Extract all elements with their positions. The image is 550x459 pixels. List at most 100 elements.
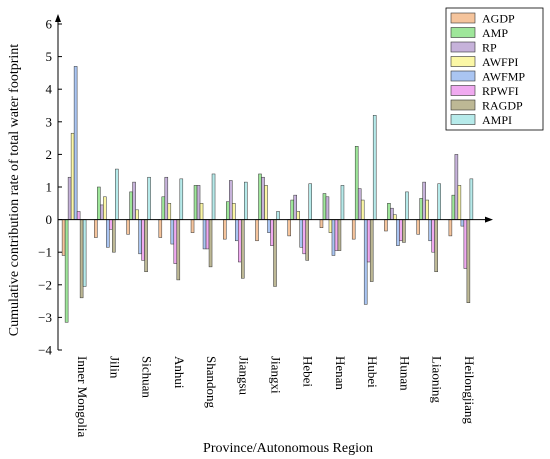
bar-awfmp [460, 219, 465, 227]
bar-awfpi [360, 199, 365, 220]
bar-awfpi [167, 203, 172, 220]
bar-group-anhui [158, 176, 184, 281]
legend-label: AMP [482, 26, 508, 40]
bar-amp [419, 198, 423, 220]
legend-swatch [450, 56, 476, 67]
x-axis-title: Province/Autonomous Region [203, 441, 373, 456]
bar-awfmp [138, 219, 142, 255]
bar-rpwfi [238, 219, 242, 263]
bar-agdp [158, 219, 163, 238]
bar-ampi [244, 181, 248, 220]
y-tick-label: 3 [46, 114, 53, 129]
bar-awfpi [135, 209, 139, 220]
y-tick-label: −2 [38, 277, 52, 292]
bar-group-heilongjiang [448, 154, 474, 303]
bar-ragdp [466, 219, 471, 303]
bar-agdp [126, 219, 130, 235]
bar-amp [193, 185, 198, 220]
bar-awfmp [170, 219, 175, 245]
legend-item-awfpi: AWFPI [450, 55, 518, 69]
y-tick-label: 2 [46, 147, 53, 162]
bar-awfmp [363, 219, 368, 305]
bar-awfpi [199, 203, 204, 220]
legend-label: AWFPI [482, 55, 518, 69]
y-axis-title: Cumulative contribution rate of total wa… [7, 44, 22, 336]
bar-rpwfi [270, 219, 274, 246]
legend-swatch [450, 27, 476, 38]
y-tick-label: −4 [38, 343, 52, 358]
bar-agdp [384, 219, 388, 232]
bar-awfmp [396, 219, 400, 246]
bar-agdp [448, 219, 453, 237]
legend-swatch [450, 114, 476, 125]
bar-rpwfi [109, 219, 113, 230]
legend-item-rp: RP [450, 41, 497, 55]
bar-agdp [255, 219, 259, 242]
legend-swatch [450, 12, 476, 24]
bar-ampi [437, 183, 441, 220]
x-tick-label: Liaoning [430, 356, 445, 403]
bar-ampi [308, 183, 312, 220]
bar-awfpi [70, 132, 75, 220]
bar-rpwfi [366, 219, 371, 263]
bar-awfmp [73, 66, 78, 220]
bar-rp [261, 176, 265, 220]
x-tick-label: Heilongjiang [462, 356, 477, 424]
bar-awfpi [232, 203, 236, 220]
bar-agdp [351, 219, 356, 240]
bar-ampi [372, 115, 377, 220]
bar-amp [322, 193, 327, 220]
bar-amp [64, 219, 69, 323]
bar-ampi [276, 211, 280, 220]
bar-group-henan [319, 185, 345, 256]
y-tick-label: −1 [38, 245, 52, 260]
y-tick-labels: 6 5 4 3 2 1 0 −1 −2 −3 −4 [38, 17, 62, 358]
y-tick-label: 1 [46, 180, 53, 195]
bar-ragdp [402, 219, 406, 243]
bar-amp [451, 194, 456, 220]
bar-awfpi [328, 219, 333, 233]
x-tick-label: Henan [333, 356, 348, 390]
y-tick-label: 0 [46, 212, 53, 227]
x-tick-label: Hunan [397, 356, 412, 391]
bar-rpwfi [141, 219, 145, 261]
bar-ragdp [305, 219, 309, 261]
bar-ampi [211, 173, 216, 220]
bar-ragdp [208, 219, 213, 268]
bar-agdp [94, 219, 98, 238]
bar-rp [357, 188, 362, 220]
bar-amp [290, 199, 294, 220]
x-tick-label: Jilin [107, 356, 122, 379]
bar-ragdp [176, 219, 181, 281]
x-tick-label: Jiangxi [269, 356, 284, 394]
bar-group-jiangsu [223, 180, 248, 279]
bar-group-jiangxi [255, 173, 280, 287]
bar-rp [164, 176, 169, 220]
bar-ampi [469, 178, 474, 220]
bar-awfmp [235, 219, 239, 242]
bar-ragdp [337, 219, 342, 251]
bar-ragdp [273, 219, 277, 287]
legend-label: AMPI [482, 113, 512, 127]
bar-awfmp [267, 219, 271, 233]
y-tick-label: 6 [46, 17, 53, 32]
bar-rpwfi [173, 219, 178, 264]
bar-awfpi [264, 185, 268, 220]
bar-ragdp [144, 219, 148, 273]
x-tick-label: Hubei [365, 356, 380, 388]
bar-amp [354, 146, 359, 220]
y-axis-arrow [55, 14, 61, 22]
bar-amp [258, 173, 262, 220]
bar-ampi [179, 178, 184, 220]
axes-layer [55, 14, 493, 350]
bar-rp [325, 196, 330, 220]
legend-item-ragdp: RAGDP [450, 99, 523, 113]
bar-agdp [319, 219, 324, 229]
bar-agdp [61, 219, 66, 256]
bars-layer [61, 66, 474, 323]
bar-rpwfi [431, 219, 435, 253]
bar-rp [67, 176, 72, 220]
x-tick-labels: Inner Mongolia Jilin Sichuan Anhui Shandong J… [75, 356, 477, 437]
bar-rp [454, 154, 459, 220]
